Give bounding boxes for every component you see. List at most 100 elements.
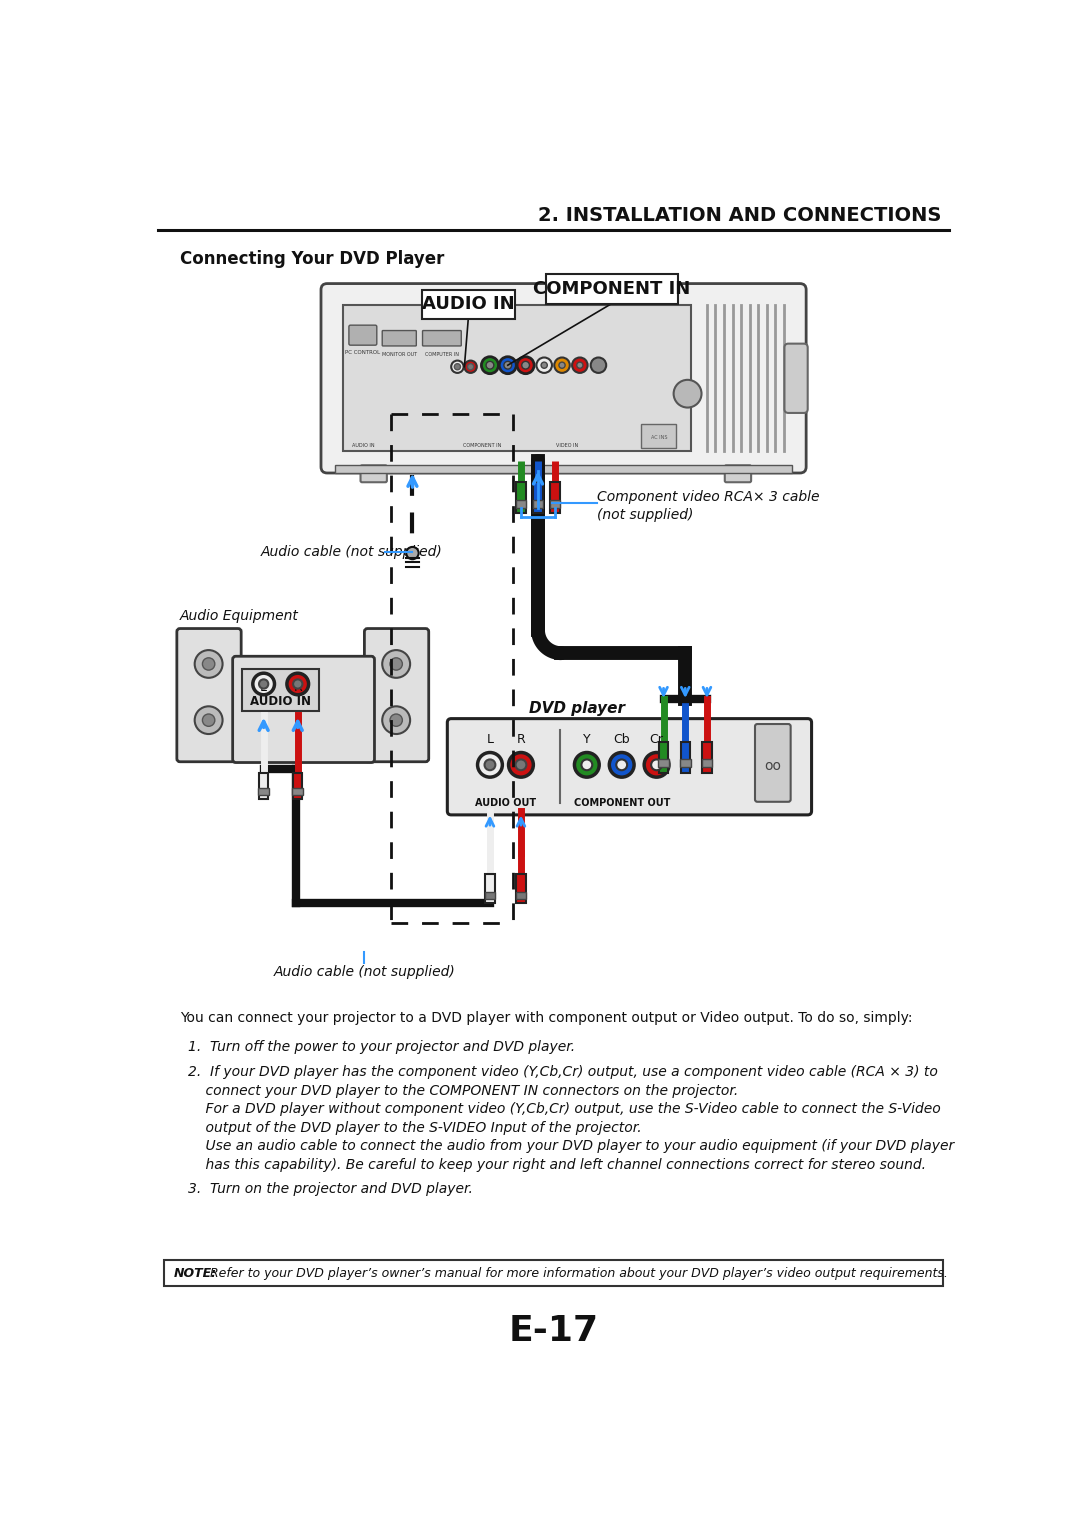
Circle shape — [390, 657, 403, 670]
Text: Y: Y — [583, 732, 591, 746]
Bar — [422, 289, 515, 320]
Circle shape — [194, 650, 222, 677]
Circle shape — [559, 362, 565, 368]
Circle shape — [477, 752, 502, 777]
Bar — [545, 274, 677, 304]
FancyBboxPatch shape — [364, 628, 429, 761]
Bar — [293, 787, 303, 795]
Circle shape — [537, 358, 552, 373]
Bar — [550, 500, 561, 508]
Text: Cb: Cb — [613, 732, 630, 746]
Circle shape — [202, 657, 215, 670]
Circle shape — [468, 364, 474, 370]
Circle shape — [293, 679, 302, 688]
Circle shape — [591, 358, 606, 373]
Text: For a DVD player without component video (Y,Cb,Cr) output, use the S-Video cable: For a DVD player without component video… — [188, 1102, 941, 1116]
Text: COMPONENT IN: COMPONENT IN — [463, 443, 501, 448]
Circle shape — [554, 358, 570, 373]
Bar — [658, 760, 669, 768]
Text: VIDEO IN: VIDEO IN — [556, 443, 579, 448]
Circle shape — [486, 361, 494, 368]
Text: NOTE:: NOTE: — [174, 1266, 217, 1280]
Bar — [516, 875, 526, 904]
Bar — [259, 772, 268, 800]
Circle shape — [509, 752, 534, 777]
Text: connect your DVD player to the COMPONENT IN connectors on the projector.: connect your DVD player to the COMPONENT… — [188, 1084, 738, 1098]
Circle shape — [609, 752, 634, 777]
Circle shape — [194, 706, 222, 734]
Text: Audio cable (not supplied): Audio cable (not supplied) — [260, 544, 443, 558]
Circle shape — [541, 362, 548, 368]
Text: Use an audio cable to connect the audio from your DVD player to your audio equip: Use an audio cable to connect the audio … — [188, 1139, 954, 1153]
Bar — [680, 742, 690, 772]
FancyBboxPatch shape — [784, 344, 808, 413]
Bar — [342, 306, 691, 451]
Text: L: L — [486, 732, 494, 746]
Text: R: R — [294, 682, 302, 694]
Circle shape — [287, 673, 309, 694]
Circle shape — [464, 361, 476, 373]
Text: You can connect your projector to a DVD player with component output or Video ou: You can connect your projector to a DVD … — [180, 1011, 913, 1026]
Text: 2. INSTALLATION AND CONNECTIONS: 2. INSTALLATION AND CONNECTIONS — [538, 206, 941, 225]
Text: E-17: E-17 — [509, 1313, 598, 1347]
Bar — [485, 875, 495, 904]
Bar — [258, 787, 269, 795]
Circle shape — [382, 650, 410, 677]
Bar — [534, 482, 542, 514]
Circle shape — [575, 752, 599, 777]
Text: L: L — [260, 682, 267, 694]
Text: 3.  Turn on the projector and DVD player.: 3. Turn on the projector and DVD player. — [188, 1182, 473, 1196]
Bar — [335, 465, 793, 472]
Bar — [242, 668, 320, 711]
Text: Cr: Cr — [650, 732, 663, 746]
Text: Connecting Your DVD Player: Connecting Your DVD Player — [180, 249, 444, 268]
Circle shape — [515, 760, 526, 771]
Circle shape — [253, 673, 274, 694]
Text: Component video RCA× 3 cable: Component video RCA× 3 cable — [597, 489, 820, 505]
Text: DVD player: DVD player — [529, 702, 624, 716]
Circle shape — [382, 706, 410, 734]
Circle shape — [202, 714, 215, 726]
Bar — [293, 772, 302, 800]
Text: COMPONENT IN: COMPONENT IN — [534, 280, 690, 298]
FancyBboxPatch shape — [422, 330, 461, 346]
Circle shape — [577, 362, 583, 368]
Circle shape — [406, 547, 419, 560]
Circle shape — [617, 760, 627, 771]
Text: Audio Equipment: Audio Equipment — [180, 609, 299, 624]
Circle shape — [504, 361, 512, 368]
Bar — [702, 760, 713, 768]
Text: MONITOR OUT: MONITOR OUT — [381, 352, 417, 356]
Text: AUDIO OUT: AUDIO OUT — [475, 798, 536, 809]
Circle shape — [674, 379, 702, 408]
Circle shape — [651, 760, 662, 771]
Bar — [532, 500, 543, 508]
FancyBboxPatch shape — [232, 656, 375, 763]
Circle shape — [390, 714, 403, 726]
Text: 1.  Turn off the power to your projector and DVD player.: 1. Turn off the power to your projector … — [188, 1041, 575, 1055]
Bar — [485, 891, 496, 899]
Circle shape — [451, 361, 463, 373]
FancyBboxPatch shape — [755, 725, 791, 801]
Text: R: R — [516, 732, 525, 746]
Text: (not supplied): (not supplied) — [597, 508, 693, 521]
FancyBboxPatch shape — [177, 628, 241, 761]
Text: COMPUTER IN: COMPUTER IN — [424, 352, 459, 356]
Text: output of the DVD player to the S-VIDEO Input of the projector.: output of the DVD player to the S-VIDEO … — [188, 1121, 642, 1135]
Circle shape — [522, 361, 529, 368]
Bar — [515, 891, 526, 899]
FancyBboxPatch shape — [321, 283, 806, 472]
Circle shape — [572, 358, 588, 373]
FancyBboxPatch shape — [447, 719, 811, 815]
Bar — [679, 760, 691, 768]
Bar — [702, 742, 712, 772]
FancyBboxPatch shape — [349, 326, 377, 346]
Bar — [515, 500, 526, 508]
Circle shape — [259, 679, 268, 688]
Text: Audio cable (not supplied): Audio cable (not supplied) — [273, 965, 456, 979]
FancyBboxPatch shape — [725, 465, 751, 482]
Circle shape — [455, 364, 460, 370]
Text: AC INS: AC INS — [650, 436, 667, 440]
Circle shape — [644, 752, 669, 777]
Circle shape — [485, 760, 496, 771]
